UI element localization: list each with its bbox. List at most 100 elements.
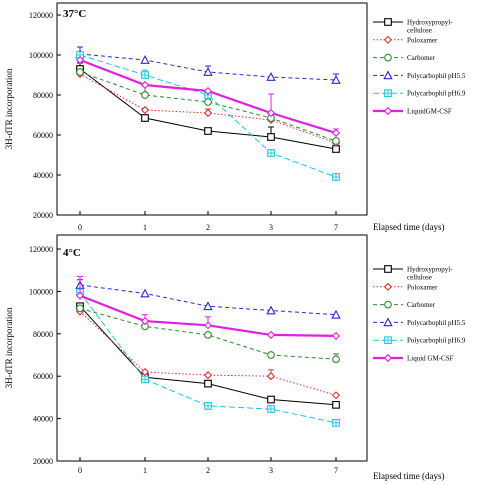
data-point — [204, 127, 212, 135]
series-0 — [76, 62, 340, 153]
data-point — [266, 330, 276, 339]
series-5 — [75, 276, 341, 340]
legend-entry: Carbomer — [373, 300, 436, 309]
data-point — [203, 67, 213, 76]
data-point — [75, 291, 85, 300]
y-tick-label: 40000 — [33, 171, 53, 180]
legend-label: Polycarbophil pH6.9 — [407, 337, 466, 345]
series-2 — [76, 304, 340, 364]
data-point — [140, 317, 150, 326]
legend-label: Polycarbophil pH5.5 — [407, 72, 466, 80]
legend-marker — [383, 282, 393, 291]
data-point — [141, 71, 149, 79]
data-point — [266, 72, 276, 81]
legend-marker — [384, 300, 392, 309]
y-axis-label: 3H-dTR incorporation — [4, 307, 14, 388]
panel-title: 37°C — [63, 8, 86, 20]
panel-title: 4°C — [63, 247, 81, 259]
x-tick-label: 0 — [78, 223, 82, 232]
data-point — [140, 367, 150, 377]
y-tick-label: 20000 — [33, 457, 53, 466]
legend-marker — [384, 265, 392, 273]
x-axis-label: Elapsed time (days) — [373, 222, 444, 232]
legend-marker — [383, 106, 393, 116]
data-point — [331, 75, 341, 84]
legend-label: Hydroxypropyl- — [407, 266, 453, 274]
x-tick-label: 2 — [206, 223, 210, 232]
legend-marker — [383, 35, 393, 44]
legend-entry: Poloxamer — [373, 282, 438, 291]
legend-entry: Poloxamer — [373, 35, 438, 44]
data-point — [140, 288, 150, 298]
legend-label: cellulose — [407, 274, 432, 282]
x-tick-label: 1 — [143, 223, 147, 232]
legend-marker — [384, 336, 392, 345]
y-tick-label: 120000 — [29, 11, 53, 20]
x-tick-label: 0 — [78, 466, 82, 475]
x-tick-label: 3 — [269, 223, 273, 232]
data-point — [267, 133, 275, 141]
data-point — [204, 379, 212, 388]
data-point — [76, 304, 84, 313]
series-5 — [75, 55, 341, 138]
legend-marker — [383, 353, 393, 363]
y-axis-label: 3H-dTR incorporation — [4, 68, 14, 149]
series-line — [79, 54, 337, 178]
legend-label: Poloxamer — [407, 283, 438, 291]
x-tick-label: 1 — [143, 466, 147, 475]
legend-marker — [384, 53, 392, 62]
series-3 — [75, 279, 341, 319]
data-point — [141, 375, 149, 384]
data-point — [267, 395, 275, 404]
plot-frame — [56, 2, 368, 216]
data-point — [141, 91, 149, 99]
data-point — [267, 351, 275, 359]
x-tick-label: 7 — [334, 466, 338, 475]
y-tick-label: 100000 — [29, 287, 53, 296]
legend-entry: Hydroxypropyl-cellulose — [373, 265, 453, 282]
x-tick-label: 2 — [206, 466, 210, 475]
legend-entry: Polycarbophil pH6.9 — [373, 336, 466, 345]
x-tick-label: 7 — [334, 223, 338, 232]
data-point — [266, 108, 276, 118]
series-3 — [75, 46, 341, 84]
legend-label: LiquidGM-CSF — [407, 108, 452, 116]
legend-entry: LiquidGM-CSF — [373, 106, 452, 116]
legend-entry: Polycarbophil pH5.5 — [373, 70, 466, 80]
legend-marker — [383, 70, 393, 80]
data-point — [76, 68, 84, 76]
data-point — [75, 55, 85, 65]
legend-marker — [384, 89, 392, 98]
legend-entry: Liquid GM-CSF — [373, 353, 454, 363]
data-point — [203, 108, 213, 118]
data-point — [332, 400, 340, 409]
legend-entry: Carbomer — [373, 53, 436, 62]
y-tick-label: 60000 — [33, 372, 53, 381]
data-point — [267, 149, 275, 157]
data-point — [204, 402, 212, 410]
y-tick-label: 120000 — [29, 245, 53, 254]
y-tick-label: 100000 — [29, 51, 53, 60]
legend-marker — [384, 18, 392, 26]
legend-label: Polycarbophil pH6.9 — [407, 90, 466, 98]
data-point — [332, 355, 340, 364]
data-point — [332, 418, 340, 427]
data-point — [331, 309, 341, 319]
legend-label: Poloxamer — [407, 36, 438, 44]
data-point — [203, 86, 213, 96]
legend-label: cellulose — [407, 27, 432, 35]
legend-entry: Polycarbophil pH6.9 — [373, 89, 466, 98]
y-tick-label: 80000 — [33, 91, 53, 100]
y-tick-label: 80000 — [33, 330, 53, 339]
plot-frame — [56, 234, 368, 462]
legend-label: Carbomer — [407, 301, 436, 309]
data-point — [266, 372, 276, 381]
data-point — [332, 137, 340, 145]
data-point — [140, 80, 150, 90]
legend-label: Polycarbophil pH5.5 — [407, 319, 466, 327]
data-point — [203, 301, 213, 311]
data-point — [204, 98, 212, 106]
y-tick-label: 20000 — [33, 211, 53, 220]
series-line — [79, 307, 337, 360]
